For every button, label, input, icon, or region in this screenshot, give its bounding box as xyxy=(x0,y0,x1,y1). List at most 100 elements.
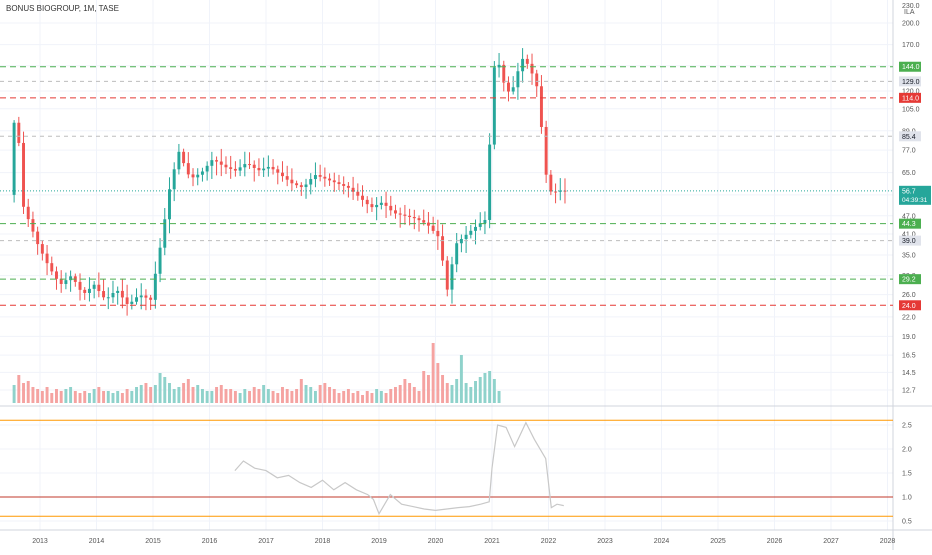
volume-bar xyxy=(318,385,322,403)
volume-bar xyxy=(12,385,16,403)
candle-body xyxy=(511,87,515,92)
candle-body xyxy=(31,219,35,232)
price-tick-label: 19.0 xyxy=(902,334,916,341)
candle-body xyxy=(215,160,219,162)
candle-body xyxy=(177,151,181,170)
candle-body xyxy=(130,301,134,304)
volume-bar xyxy=(149,387,153,403)
level-price-tag xyxy=(899,218,921,229)
volume-bar xyxy=(285,389,289,403)
candle-body xyxy=(22,142,25,207)
candle-body xyxy=(196,174,200,178)
price-tick-label: 77.0 xyxy=(902,148,916,155)
candle-body xyxy=(238,167,242,171)
candle-body xyxy=(408,215,412,217)
volume-bar xyxy=(309,387,313,403)
volume-bar xyxy=(328,387,332,403)
volume-bar xyxy=(422,371,426,403)
volume-bar xyxy=(87,393,91,403)
level-price-label: 129.0 xyxy=(902,79,920,86)
level-price-label: 44.3 xyxy=(902,221,916,228)
volume-bar xyxy=(59,391,63,403)
candle-body xyxy=(535,73,539,87)
volume-bar xyxy=(417,391,421,403)
volume-bar xyxy=(337,393,341,403)
volume-bar xyxy=(139,385,143,403)
osc-tick-label: 2.5 xyxy=(902,423,912,430)
price-tick-label: 170.0 xyxy=(902,42,920,49)
volume-bar xyxy=(102,391,106,403)
volume-bar xyxy=(370,393,374,403)
candle-body xyxy=(243,164,247,168)
volume-bar xyxy=(389,389,393,403)
volume-bar xyxy=(478,377,482,403)
volume-bar xyxy=(215,387,219,403)
level-price-label: 39.0 xyxy=(902,238,916,245)
volume-bar xyxy=(177,387,181,403)
time-tick-label: 2013 xyxy=(32,538,48,545)
volume-bar xyxy=(290,391,294,403)
level-price-label: 144.0 xyxy=(902,64,920,71)
candle-body xyxy=(507,82,510,92)
candle-body xyxy=(492,67,496,145)
volume-bar xyxy=(299,379,303,403)
candle-body xyxy=(412,216,416,219)
candle-body xyxy=(219,161,223,165)
volume-bar xyxy=(233,391,237,403)
candle-body xyxy=(12,122,16,195)
candle-body xyxy=(295,183,299,186)
candle-body xyxy=(17,122,21,143)
price-tick-label: 14.5 xyxy=(902,370,916,377)
candle-body xyxy=(332,180,336,183)
volume-bar xyxy=(394,387,397,403)
volume-bar xyxy=(31,387,35,403)
volume-bar xyxy=(97,387,101,403)
volume-bar xyxy=(78,393,82,403)
volume-bar xyxy=(92,389,96,403)
volume-bar xyxy=(436,363,440,403)
volume-bar xyxy=(168,383,171,403)
volume-bar xyxy=(403,379,407,403)
volume-bar xyxy=(219,385,223,403)
time-tick-label: 2023 xyxy=(597,538,613,545)
volume-bar xyxy=(172,389,176,403)
volume-bar xyxy=(17,375,21,403)
candle-body xyxy=(356,191,360,196)
volume-bar xyxy=(200,389,204,403)
volume-bar xyxy=(266,389,270,403)
candle-body xyxy=(191,174,195,178)
volume-bar xyxy=(412,387,416,403)
volume-bar xyxy=(356,391,360,403)
candle-body xyxy=(120,290,124,298)
candle-body xyxy=(262,168,266,171)
candle-body xyxy=(554,191,558,193)
volume-bar xyxy=(346,389,350,403)
volume-bar xyxy=(459,355,463,403)
candle-body xyxy=(337,182,341,185)
level-price-tag xyxy=(899,274,921,285)
price-tick-label: 65.0 xyxy=(902,170,916,177)
volume-bar xyxy=(361,395,364,403)
volume-bar xyxy=(248,391,251,403)
time-tick-label: 2019 xyxy=(371,538,387,545)
volume-bar xyxy=(488,371,492,403)
volume-bar xyxy=(323,383,327,403)
candle-body xyxy=(182,151,186,164)
level-price-tag xyxy=(899,61,921,72)
candle-body xyxy=(394,210,397,214)
price-tick-label: 12.7 xyxy=(902,388,916,395)
candle-body xyxy=(530,63,534,74)
level-price-tag xyxy=(899,131,921,142)
candle-body xyxy=(426,222,430,226)
level-price-tag xyxy=(899,76,921,87)
candle-body xyxy=(149,297,153,300)
volume-bar xyxy=(365,391,369,403)
volume-bar xyxy=(426,375,430,403)
candle-body xyxy=(69,276,73,281)
candle-body xyxy=(144,295,148,298)
candle-body xyxy=(36,231,40,245)
volume-bar xyxy=(45,387,49,403)
candle-body xyxy=(539,86,543,127)
